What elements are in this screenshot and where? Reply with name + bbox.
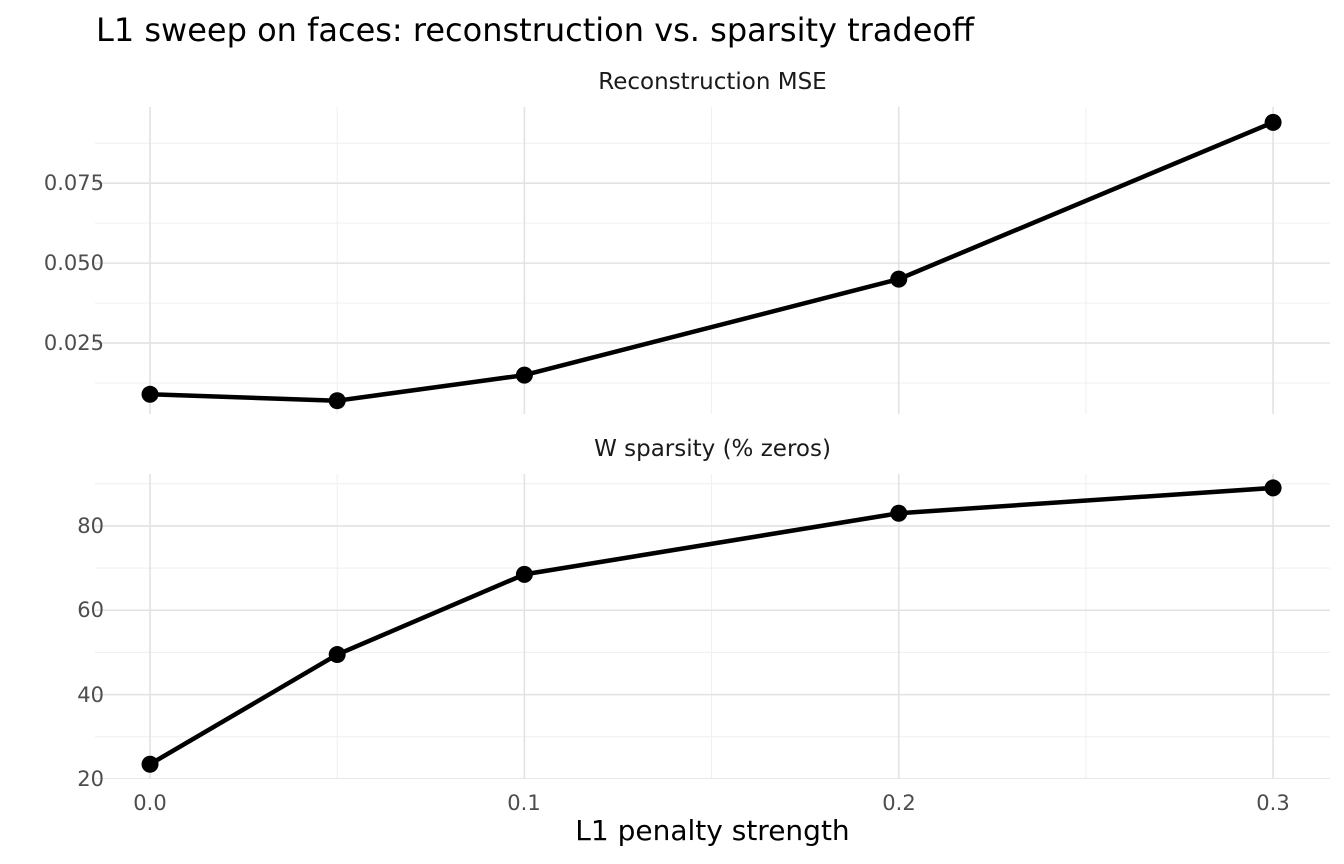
data-point	[141, 385, 159, 403]
facet-strip-reconstruction-mse: Reconstruction MSE	[598, 69, 827, 95]
y-tick-label: 80	[77, 514, 104, 538]
x-tick-label: 0.3	[1256, 791, 1290, 815]
data-point	[515, 565, 533, 583]
panel-reconstruction-mse	[95, 107, 1330, 414]
y-tick-label: 20	[77, 767, 104, 791]
y-tick-label: 0.025	[43, 331, 104, 355]
x-tick-label: 0.1	[507, 791, 541, 815]
y-tick-label: 60	[77, 598, 104, 622]
x-axis-title: L1 penalty strength	[575, 814, 850, 847]
data-point	[328, 646, 346, 664]
facet-strip-w-sparsity: W sparsity (% zeros)	[594, 436, 831, 462]
data-point	[1264, 479, 1282, 497]
chart-title: L1 sweep on faces: reconstruction vs. sp…	[96, 11, 975, 49]
data-point	[328, 392, 346, 410]
y-tick-label: 0.075	[43, 171, 104, 195]
x-tick-label: 0.2	[882, 791, 916, 815]
panel-w-sparsity	[95, 474, 1330, 779]
data-point	[890, 504, 908, 522]
data-point	[141, 755, 159, 773]
y-tick-label: 40	[77, 683, 104, 707]
data-point	[515, 366, 533, 384]
x-tick-label: 0.0	[133, 791, 167, 815]
data-point	[1264, 113, 1282, 131]
data-point	[890, 270, 908, 288]
y-tick-label: 0.050	[43, 251, 104, 275]
